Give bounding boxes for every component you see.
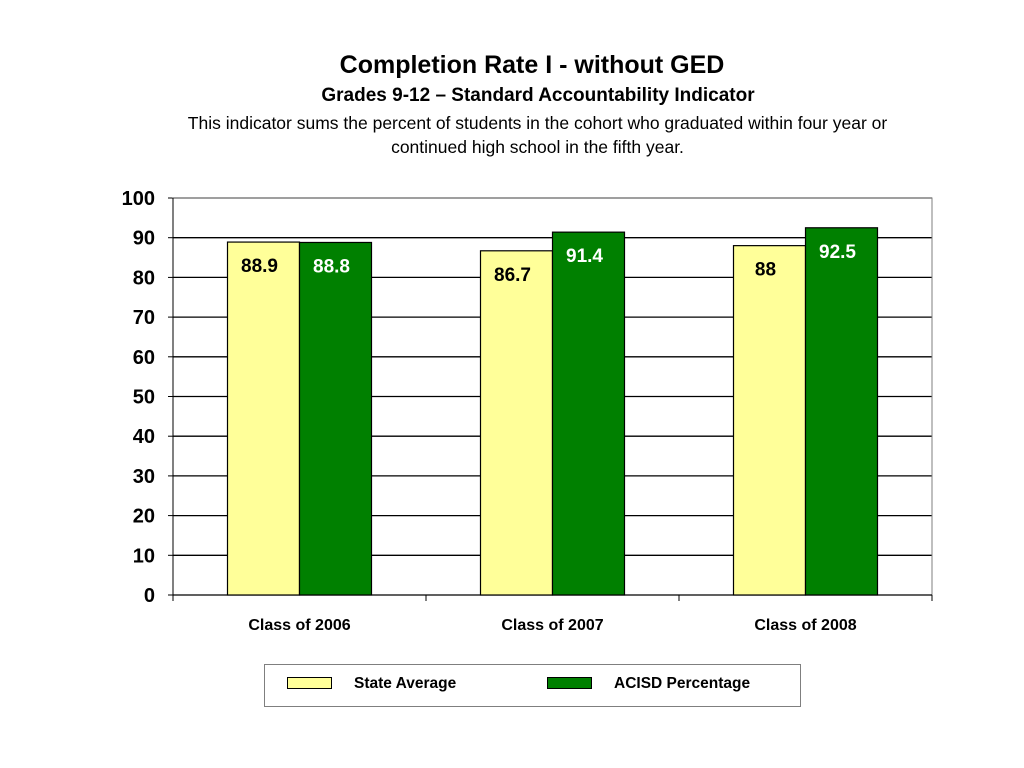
y-tick-label: 20 [133, 506, 155, 528]
bar-chart: 0 10 20 30 40 50 60 70 80 90 100 Class of 2006 88.9 8… [122, 188, 933, 634]
x-category-label: Class of 2008 [754, 617, 856, 634]
legend-swatch-acisd-percentage [547, 677, 592, 689]
y-tick-label: 10 [133, 545, 155, 567]
bar [732, 245, 807, 596]
y-tick-label: 30 [133, 466, 155, 488]
bar [226, 241, 301, 596]
data-label: 92.5 [819, 242, 856, 263]
bar [551, 231, 626, 596]
y-tick-label: 50 [133, 387, 155, 409]
y-tick-label: 40 [133, 426, 155, 448]
x-category-label: Class of 2007 [501, 617, 603, 634]
y-tick-label: 80 [133, 267, 155, 289]
x-category-label: Class of 2006 [248, 617, 350, 634]
y-tick-label: 70 [133, 307, 155, 329]
y-tick-label: 90 [133, 228, 155, 250]
data-label: 88 [755, 260, 776, 281]
y-tick-label: 100 [122, 188, 155, 210]
legend-label-acisd-percentage: ACISD Percentage [614, 675, 751, 692]
chart-legend: State Average ACISD Percentage [264, 664, 801, 707]
data-label: 91.4 [566, 246, 603, 267]
y-tick-label: 0 [144, 585, 155, 607]
data-label: 86.7 [494, 265, 531, 286]
chart-subtitle: Grades 9-12 – Standard Accountability In… [321, 85, 755, 106]
chart-title: Completion Rate I - without GED [339, 51, 725, 79]
chart-description: This indicator sums the percent of stude… [187, 113, 888, 157]
bar [479, 250, 554, 596]
bar [804, 227, 879, 596]
data-label: 88.9 [241, 256, 278, 277]
data-label: 88.8 [313, 256, 350, 277]
legend-label-state-average: State Average [354, 675, 457, 692]
legend-swatch-state-average [287, 677, 332, 689]
y-tick-label: 60 [133, 347, 155, 369]
bar [298, 241, 373, 596]
